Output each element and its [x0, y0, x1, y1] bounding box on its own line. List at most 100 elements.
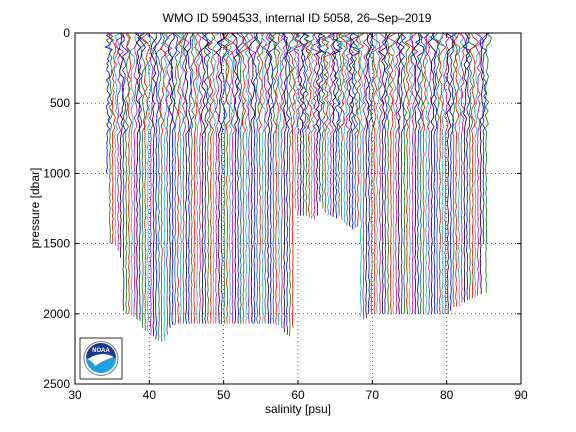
profile-line	[150, 33, 157, 337]
profile-line	[222, 33, 230, 324]
profile-line	[462, 33, 471, 303]
profile-line	[117, 33, 125, 258]
profile-line	[433, 33, 441, 314]
profile-line	[186, 33, 194, 324]
profile-line	[252, 33, 261, 324]
x-tick-label: 40	[143, 388, 157, 402]
profile-line	[176, 33, 185, 324]
profile-line	[343, 33, 355, 226]
profile-line	[286, 33, 296, 337]
profile-line	[235, 33, 244, 324]
profile-line	[440, 33, 448, 314]
profile-line	[465, 33, 471, 300]
profile-line	[204, 33, 213, 324]
profile-line	[332, 33, 344, 219]
profile-line	[414, 33, 425, 314]
profile-line	[408, 33, 416, 314]
profile-line	[484, 33, 492, 293]
noaa-logo: NOAA	[79, 337, 123, 380]
profile-line	[396, 33, 405, 314]
profile-line	[356, 33, 364, 317]
profile-line	[290, 33, 302, 209]
profile-lines	[104, 33, 492, 342]
x-tick-label: 60	[291, 388, 305, 402]
y-tick-label: 1000	[43, 166, 70, 180]
x-tick-label: 50	[217, 388, 231, 402]
profile-line	[196, 33, 204, 324]
profile-line	[152, 33, 162, 340]
profile-line	[411, 33, 420, 314]
profile-line	[378, 33, 389, 314]
profile-line	[265, 33, 275, 324]
profile-line	[348, 33, 354, 227]
profile-line	[323, 33, 334, 216]
profile-line	[280, 33, 289, 328]
y-tick-label: 0	[63, 26, 70, 40]
profile-line	[246, 33, 256, 324]
profile-line	[120, 33, 129, 312]
profile-line	[146, 33, 157, 335]
profile-line	[125, 33, 132, 314]
profile-line	[466, 33, 477, 300]
profile-line	[452, 33, 461, 307]
profile-line	[449, 33, 458, 312]
profile-line	[445, 33, 454, 314]
noaa-logo-text: NOAA	[92, 348, 110, 354]
profile-line	[283, 33, 292, 335]
profile-line	[351, 33, 361, 229]
profile-line	[409, 33, 419, 314]
profile-line	[327, 33, 337, 216]
profile-line	[455, 33, 465, 307]
profile-line	[178, 33, 186, 324]
profile-line	[303, 33, 313, 216]
x-axis-label: salinity [psu]	[265, 402, 331, 416]
profile-line	[217, 33, 229, 324]
profile-line	[105, 33, 114, 244]
profile-line	[230, 33, 239, 324]
profile-line	[340, 33, 352, 223]
x-tick-label: 30	[68, 388, 82, 402]
profile-line	[276, 33, 286, 326]
profile-line	[207, 33, 218, 324]
profile-line	[211, 33, 220, 324]
profile-line	[223, 33, 234, 324]
profile-line	[268, 33, 277, 324]
profile-line	[315, 33, 323, 216]
profile-line	[367, 33, 375, 314]
profile-line	[174, 33, 182, 326]
profile-line	[244, 33, 253, 324]
profile-line	[474, 33, 485, 296]
y-tick-label: 500	[50, 96, 70, 110]
profile-line	[348, 33, 360, 230]
profile-line	[451, 33, 458, 307]
profile-line	[239, 33, 250, 324]
profile-line	[473, 33, 482, 298]
profile-line	[384, 33, 392, 314]
profile-line	[154, 33, 165, 341]
y-tick-label: 2500	[43, 377, 70, 391]
profile-line	[390, 33, 399, 314]
grid-lines	[75, 33, 521, 384]
profile-line	[192, 33, 201, 324]
profile-line	[404, 33, 414, 314]
profile-line	[194, 33, 201, 324]
y-axis-ticks: 0 500 1000 1500 2000 2500	[43, 26, 521, 391]
profile-line	[253, 33, 264, 324]
profile-line	[182, 33, 190, 324]
profile-line	[320, 33, 332, 213]
profile-line	[288, 33, 299, 328]
profile-line	[281, 33, 289, 333]
x-tick-label: 70	[366, 388, 380, 402]
chart-title: WMO ID 5904533, internal ID 5058, 26–Sep…	[163, 11, 432, 25]
profile-line	[315, 33, 327, 202]
profile-line	[427, 33, 436, 314]
profile-line	[377, 33, 386, 314]
profile-line	[139, 33, 147, 328]
x-tick-label: 80	[440, 388, 454, 402]
profile-line	[362, 33, 370, 320]
profile-line	[422, 33, 430, 314]
profile-line	[127, 33, 138, 316]
profile-line	[381, 33, 391, 314]
profile-line	[310, 33, 321, 220]
